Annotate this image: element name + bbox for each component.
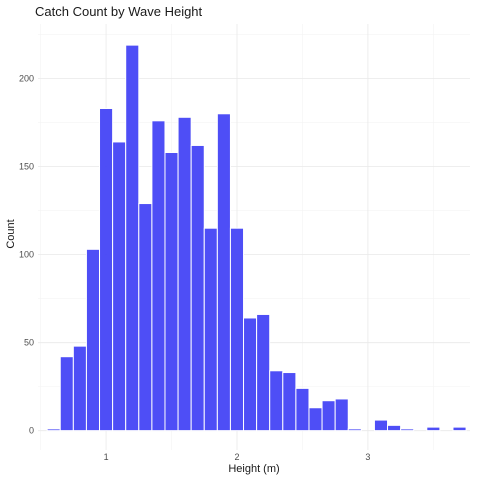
histogram-bar [269, 370, 284, 432]
histogram-bar [85, 248, 101, 432]
histogram-bar [59, 356, 74, 432]
histogram-bar [151, 120, 166, 432]
histogram-bar [138, 203, 153, 432]
y-axis-title: Count [5, 219, 17, 248]
histogram-bar [72, 345, 87, 432]
histogram-bar [177, 116, 192, 432]
histogram-bar [229, 227, 245, 432]
histogram-bar [295, 387, 310, 432]
histogram-bar [125, 44, 140, 432]
histogram-bar [334, 398, 349, 432]
histogram-bar [216, 113, 231, 432]
y-tick-label: 0 [29, 426, 34, 436]
histogram-bar [203, 227, 218, 432]
histogram-bar [347, 428, 362, 432]
y-tick-label: 50 [24, 338, 34, 348]
y-tick-label: 100 [19, 250, 34, 260]
y-tick-label: 200 [19, 74, 34, 84]
histogram-bar [387, 424, 402, 432]
histogram-bar [452, 426, 467, 432]
x-axis-tick-labels: 1 2 3 [104, 452, 371, 462]
histogram-bar [308, 407, 323, 432]
histogram-bar [46, 428, 61, 432]
histogram-bar [112, 141, 127, 432]
histogram-bar [164, 152, 179, 432]
y-tick-label: 150 [19, 162, 34, 172]
histogram-bar [282, 372, 297, 432]
histogram-bar [256, 313, 271, 432]
histogram-bars [46, 44, 467, 432]
histogram-bar [426, 426, 441, 432]
x-tick-label: 2 [234, 452, 239, 462]
histogram-bar [243, 317, 258, 432]
x-tick-label: 1 [104, 452, 109, 462]
histogram-bar [400, 428, 415, 432]
histogram-bar [321, 400, 336, 432]
histogram-bar [373, 419, 389, 432]
y-axis-tick-labels: 0 50 100 150 200 [19, 74, 34, 436]
histogram-bar [99, 107, 114, 432]
histogram-bar [190, 144, 205, 432]
x-tick-label: 3 [365, 452, 370, 462]
chart-title: Catch Count by Wave Height [35, 4, 203, 19]
x-axis-title: Height (m) [228, 463, 279, 475]
